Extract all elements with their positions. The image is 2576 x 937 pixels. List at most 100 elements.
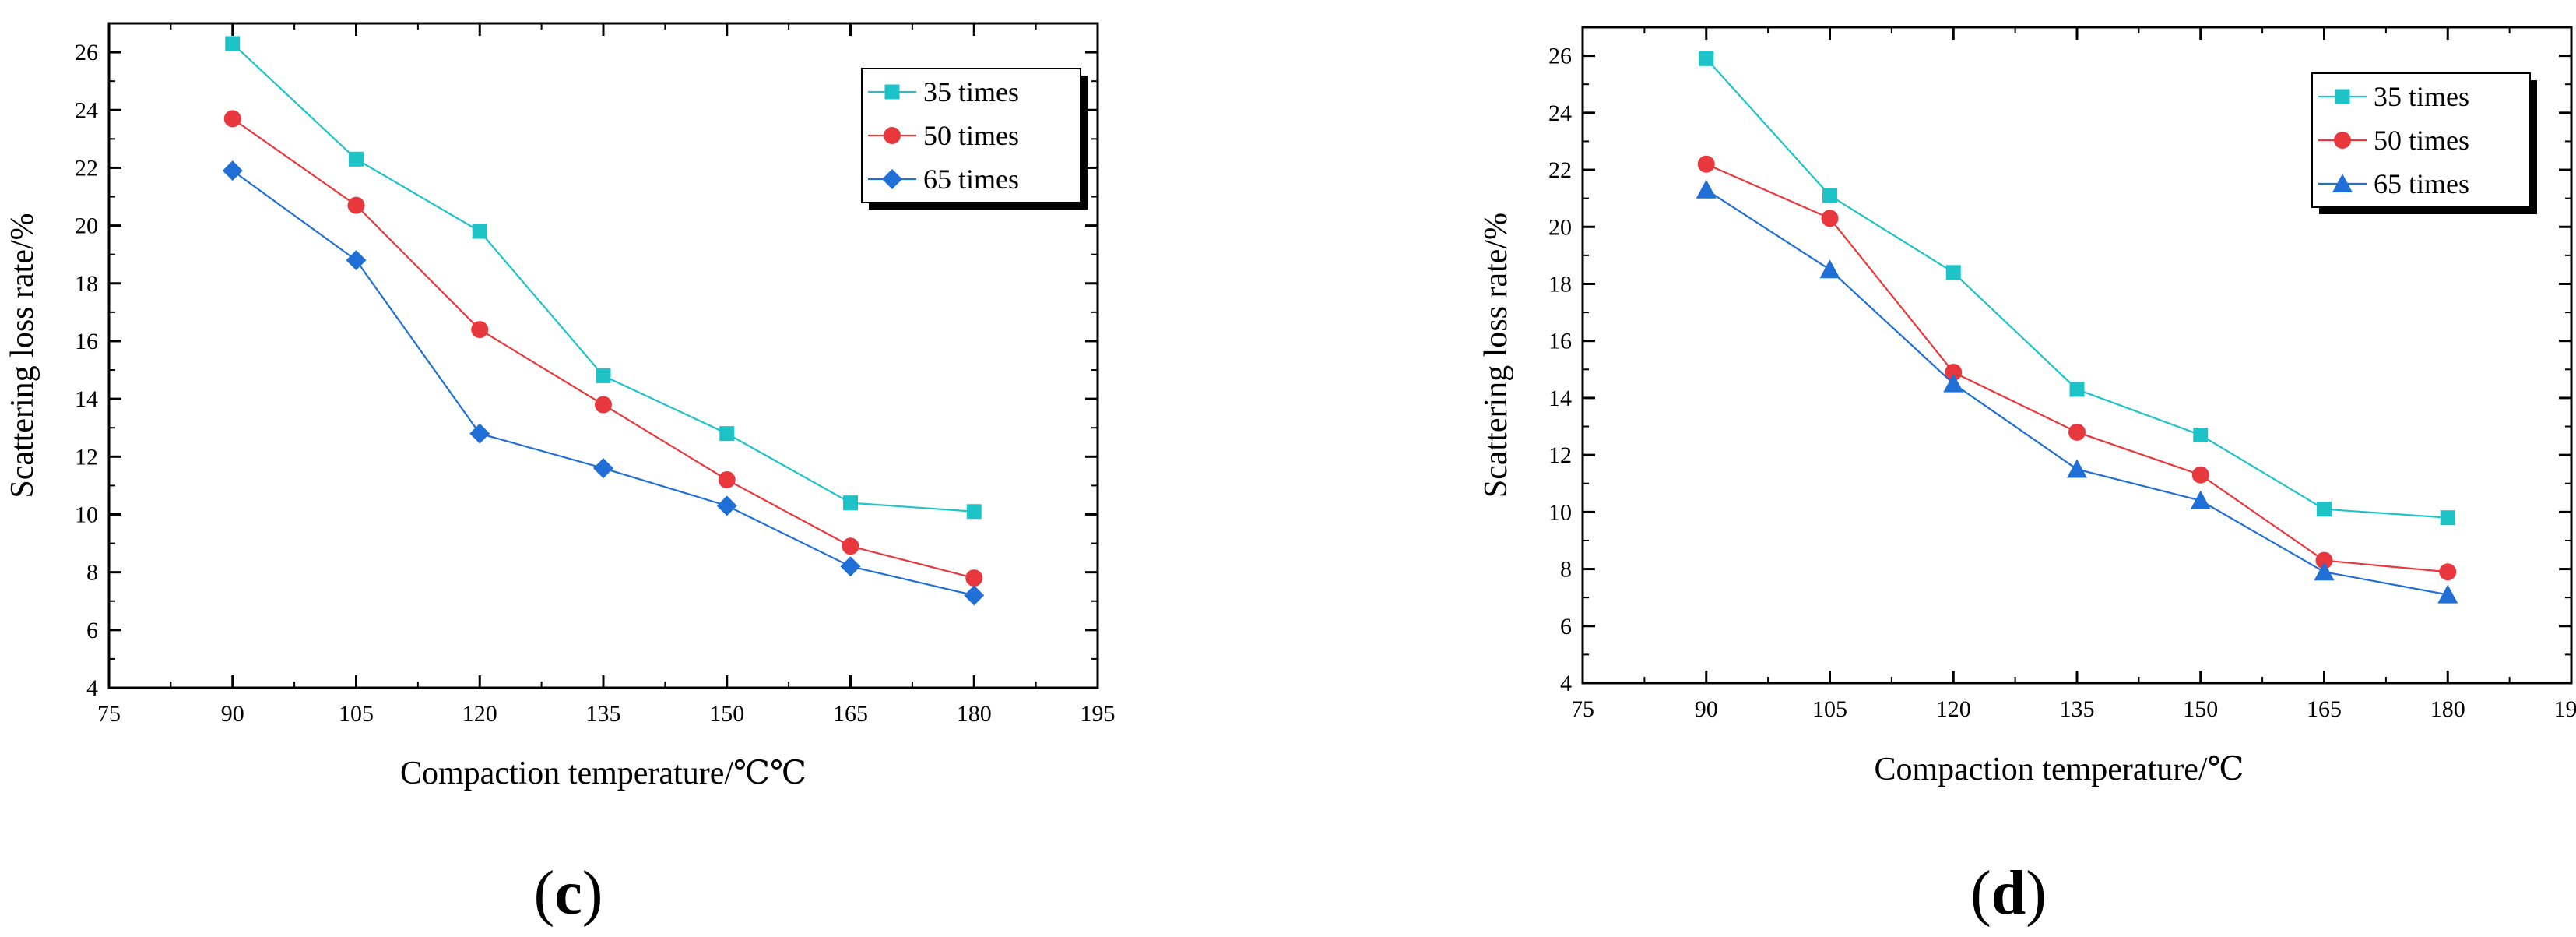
y-tick-label: 16 [1548,329,1572,354]
data-point [2067,459,2087,478]
data-point [472,224,487,239]
y-tick-label: 24 [75,97,98,123]
data-point [2437,584,2458,604]
data-point [2193,428,2209,443]
x-tick-label: 150 [709,701,744,727]
data-point [2068,423,2086,441]
y-tick-label: 12 [75,444,98,470]
x-tick-label: 75 [1571,696,1594,722]
data-point [593,458,613,479]
data-point [2317,502,2332,517]
y-tick-label: 12 [1548,442,1572,468]
data-point [596,368,611,383]
x-tick-label: 120 [1936,696,1971,722]
legend-marker [884,127,901,144]
data-point [225,36,241,51]
legend-marker [2332,174,2353,193]
data-point [964,585,985,606]
panel-label-close: ) [582,859,603,928]
panel-label: (d) [1970,859,2047,928]
x-tick-label: 105 [339,701,374,727]
data-point [595,396,612,414]
y-tick-label: 6 [86,618,98,643]
x-tick-label: 120 [462,701,497,727]
y-tick-label: 6 [1560,614,1572,639]
y-tick-label: 26 [75,40,98,65]
y-tick-label: 10 [1548,499,1572,525]
x-tick-label: 90 [1695,696,1718,722]
y-tick-label: 8 [1560,557,1572,583]
data-point [2440,510,2455,526]
x-tick-label: 75 [97,701,121,727]
y-tick-label: 10 [75,502,98,527]
data-point [2190,490,2211,509]
x-tick-label: 180 [2430,696,2465,722]
data-point [2439,563,2457,581]
y-tick-label: 24 [1548,100,1572,126]
panel-label-letter: d [1991,859,2026,928]
y-tick-label: 8 [86,560,98,586]
data-point [2069,382,2085,397]
data-point [842,537,859,555]
legend-entry-label: 65 times [2374,168,2469,199]
y-tick-label: 16 [75,329,98,354]
data-point [1943,373,1964,393]
data-point [843,495,858,511]
chart-panel-c: 75 90 105 120 135 150 165 180 195 4 6 8 10 12 14 16 18 20… [5,22,1116,928]
data-point [966,504,982,520]
panel-label: (c) [534,859,603,928]
data-point [1821,210,1839,227]
y-tick-label: 18 [75,271,98,297]
panel-label-letter: c [554,859,582,928]
x-tick-label: 165 [833,701,868,727]
data-point [1822,188,1837,203]
y-tick-label: 4 [86,675,98,701]
x-tick-label: 150 [2183,696,2218,722]
x-tick-label: 180 [957,701,992,727]
data-point [840,556,861,577]
y-tick-label: 22 [1548,157,1572,183]
x-tick-label: 195 [1081,701,1116,727]
panel-label-close: ) [2026,859,2047,928]
data-point [346,250,367,271]
legend-marker [2334,132,2351,149]
data-point [1819,259,1840,279]
legend-marker [882,169,902,189]
data-point [1696,179,1717,199]
legend-entry-label: 50 times [2374,125,2469,156]
y-tick-label: 18 [1548,271,1572,297]
data-point [2191,466,2209,484]
legend-entry-label: 65 times [923,164,1019,195]
y-tick-label: 14 [75,386,98,412]
y-tick-label: 20 [1548,214,1572,240]
x-tick-label: 105 [1812,696,1847,722]
x-axis-label: Compaction temperature/℃ [1874,752,2244,787]
x-tick-label: 195 [2554,696,2576,722]
data-point [471,321,489,339]
data-point [469,423,490,444]
y-axis-label: Scattering loss rate/% [5,213,40,498]
data-point [347,196,365,214]
data-point [1945,363,1963,381]
chart-panel-d: 75 90 105 120 135 150 165 180 195 4 6 8 10 12 14 16 18 20… [1478,26,2576,928]
data-point [719,426,735,442]
y-tick-label: 22 [75,155,98,181]
data-point [1699,51,1714,66]
y-tick-label: 26 [1548,44,1572,69]
legend-marker [2335,89,2350,104]
data-point [718,470,736,488]
data-point [2314,562,2335,581]
x-tick-label: 90 [221,701,244,727]
y-tick-label: 4 [1560,671,1572,696]
legend-entry-label: 35 times [2374,81,2469,112]
x-tick-label: 135 [586,701,621,727]
panel-label-open: ( [1970,859,1991,928]
data-point [1945,265,1961,280]
legend-marker [884,84,900,100]
data-point [349,151,364,167]
data-point [2315,551,2333,569]
legend-entry-label: 50 times [923,120,1019,151]
y-tick-label: 20 [75,213,98,239]
x-tick-label: 165 [2307,696,2342,722]
